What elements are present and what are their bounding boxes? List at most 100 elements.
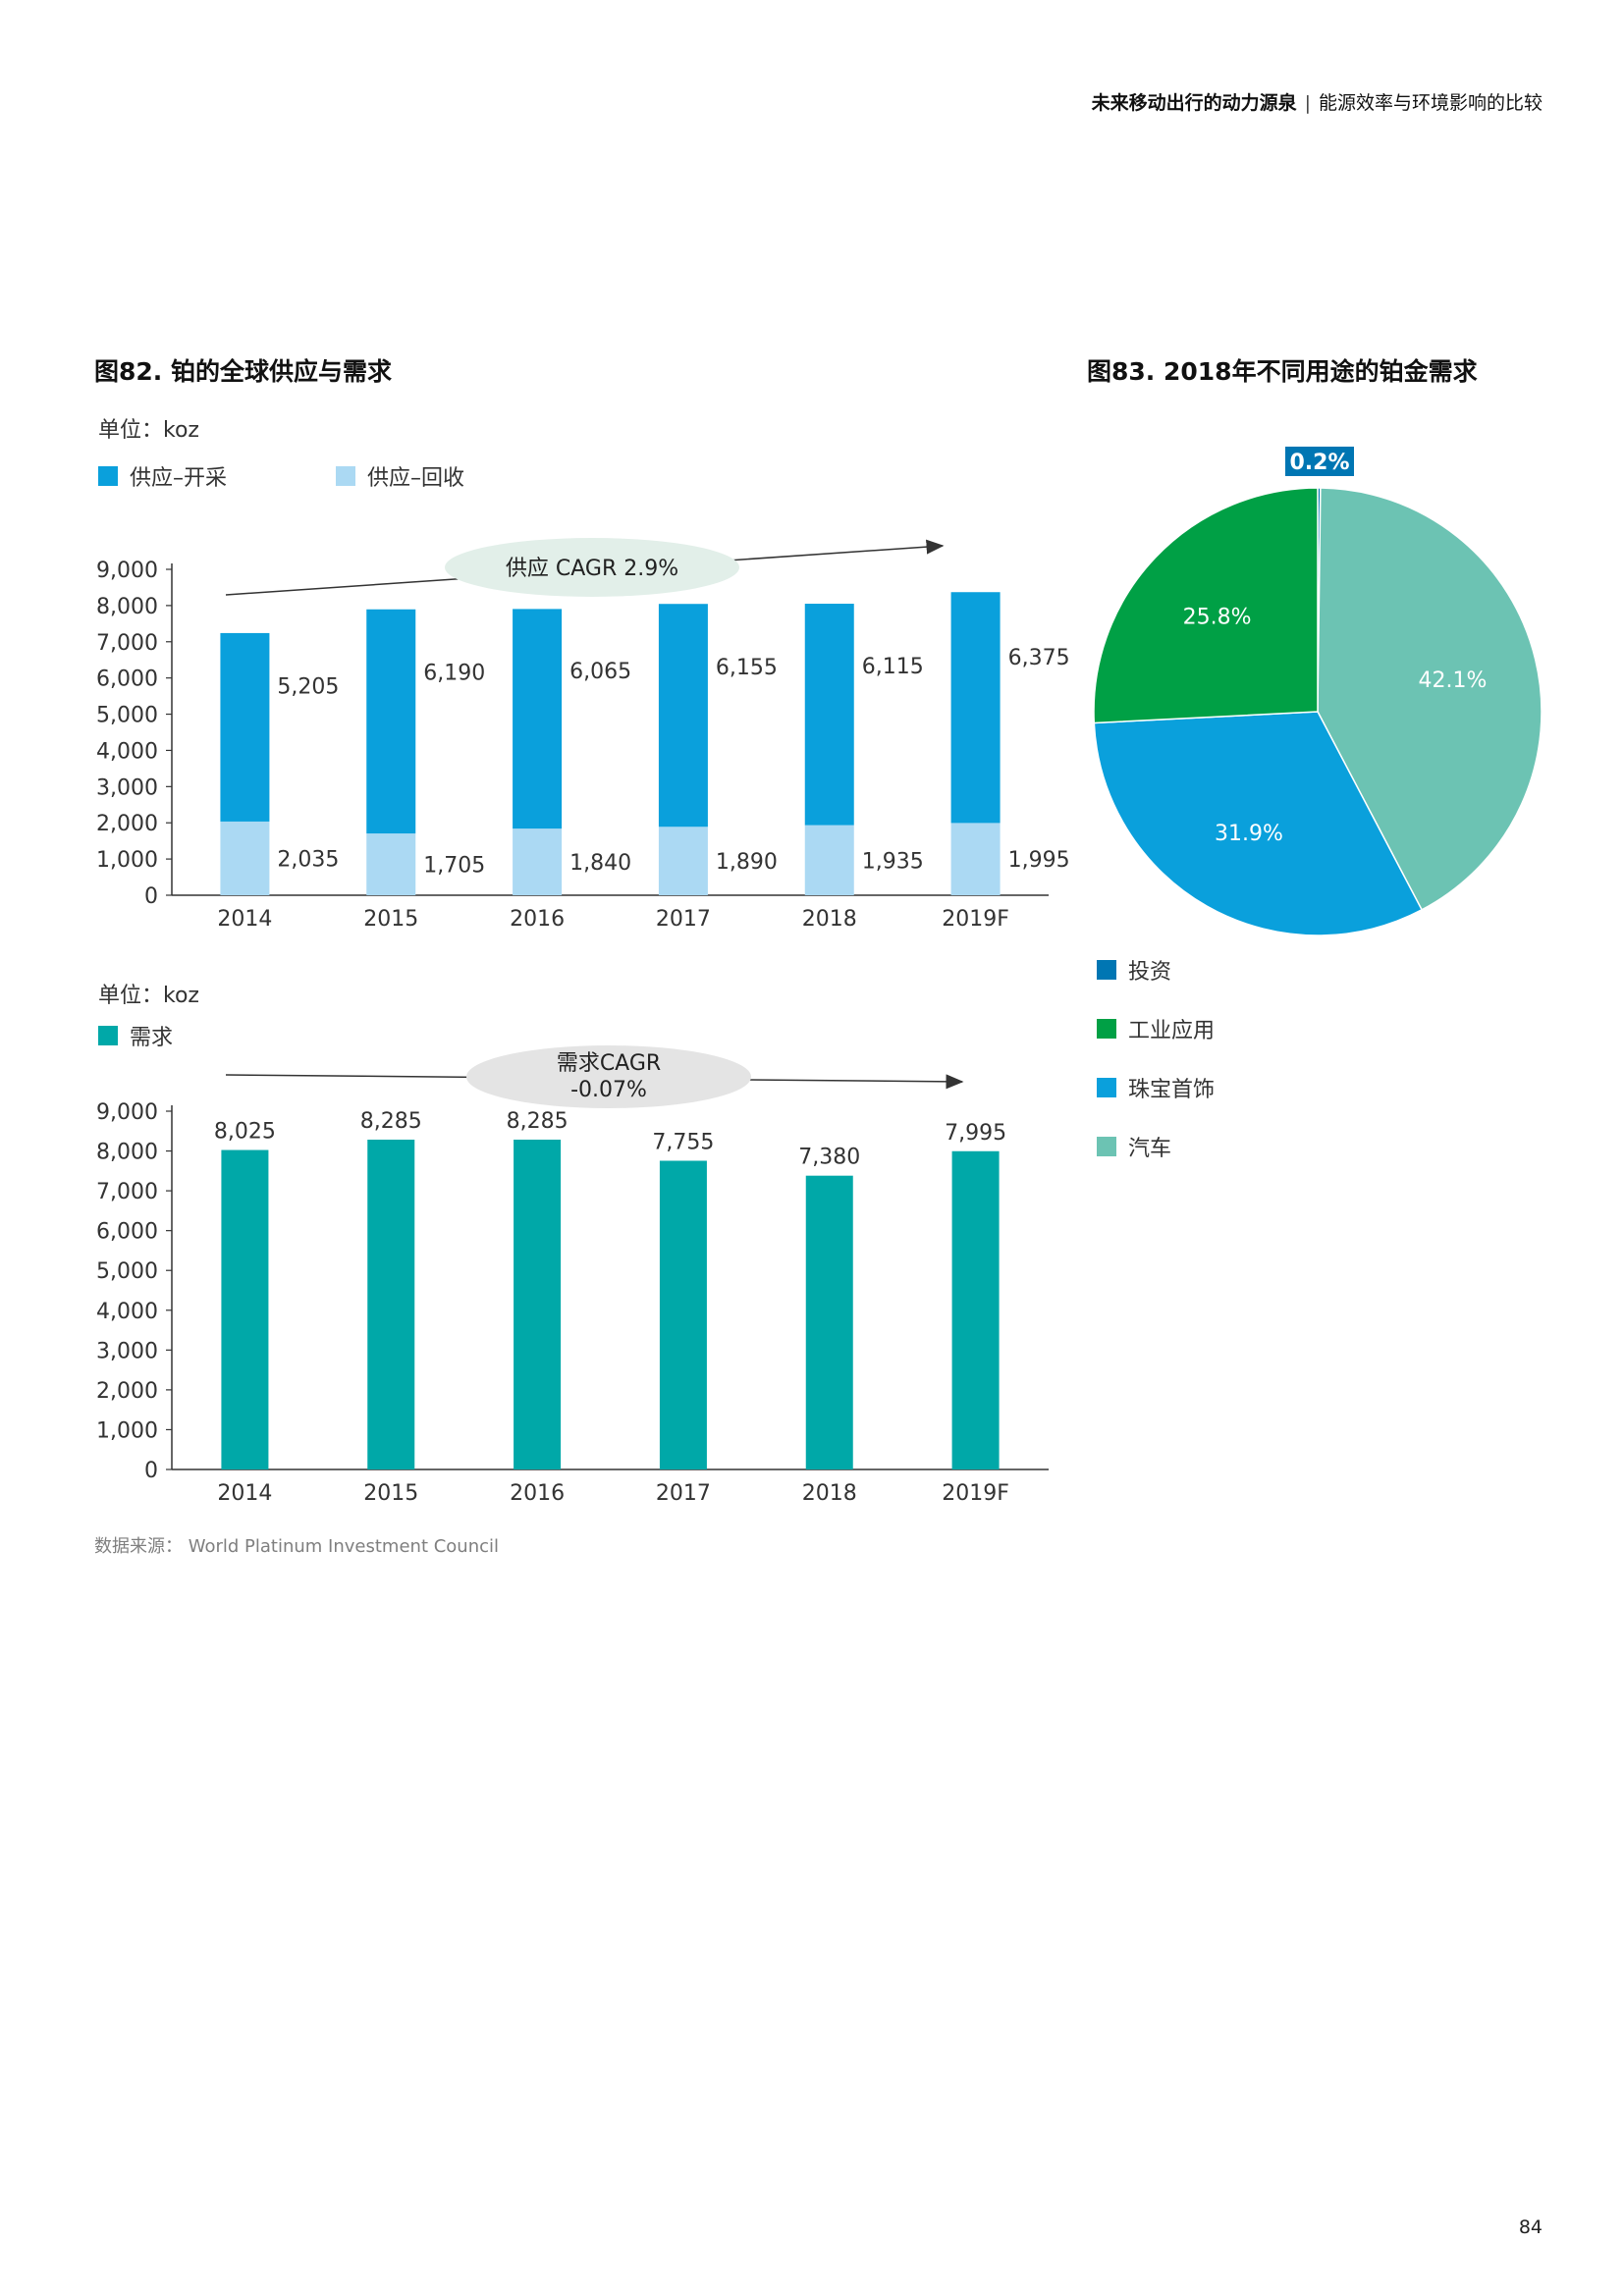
supply-y-tick-label: 5,000 bbox=[96, 704, 158, 728]
pie-legend-label: 汽车 bbox=[1128, 1137, 1172, 1161]
demand-value-label: 8,285 bbox=[507, 1109, 568, 1134]
legend-demand-label: 需求 bbox=[130, 1026, 174, 1050]
supply-cagr-label: 供应 CAGR 2.9% bbox=[506, 557, 678, 581]
legend-recycle-label: 供应–回收 bbox=[367, 466, 465, 491]
demand-x-tick-label: 2019F bbox=[942, 1481, 1009, 1506]
pie-legend-swatch bbox=[1097, 1137, 1116, 1156]
pie-legend-item: 投资 bbox=[1097, 954, 1215, 986]
demand-y-tick-label: 7,000 bbox=[96, 1180, 158, 1204]
supply-bar-recycle bbox=[658, 827, 708, 895]
supply-bar-mining bbox=[366, 609, 416, 834]
supply-y-tick-label: 4,000 bbox=[96, 739, 158, 764]
supply-label-recycle: 1,935 bbox=[862, 849, 924, 874]
demand-value-label: 7,755 bbox=[652, 1130, 714, 1154]
demand-y-tick-label: 5,000 bbox=[96, 1259, 158, 1284]
demand-value-label: 8,285 bbox=[360, 1109, 422, 1134]
supply-x-tick-label: 2015 bbox=[363, 907, 418, 932]
demand-y-tick-label: 8,000 bbox=[96, 1141, 158, 1165]
running-header: 未来移动出行的动力源泉 | 能源效率与环境影响的比较 bbox=[1092, 88, 1543, 115]
pie-slice-label: 25.8% bbox=[1183, 606, 1252, 630]
supply-label-mining: 5,205 bbox=[277, 675, 339, 700]
pie-legend-label: 珠宝首饰 bbox=[1128, 1078, 1216, 1102]
demand-value-label: 8,025 bbox=[214, 1120, 276, 1145]
supply-y-tick-label: 0 bbox=[144, 884, 158, 909]
supply-bar-recycle bbox=[804, 825, 854, 895]
demand-x-tick-label: 2016 bbox=[510, 1481, 565, 1506]
demand-x-tick-label: 2015 bbox=[363, 1481, 418, 1506]
supply-label-recycle: 1,840 bbox=[569, 851, 631, 876]
data-source: 数据来源： World Platinum Investment Council bbox=[94, 1536, 500, 1557]
demand-x-tick-label: 2017 bbox=[656, 1481, 711, 1506]
legend-mining-label: 供应–开采 bbox=[130, 466, 228, 491]
pie-slice-label: 0.2% bbox=[1289, 451, 1349, 475]
page-number: 84 bbox=[1518, 2216, 1543, 2238]
header-separator: | bbox=[1304, 92, 1311, 114]
legend-recycle-swatch bbox=[336, 466, 355, 486]
supply-y-tick-label: 3,000 bbox=[96, 775, 158, 800]
supply-y-tick-label: 8,000 bbox=[96, 595, 158, 619]
demand-unit-label: 单位：koz bbox=[98, 984, 199, 1008]
supply-unit-label: 单位：koz bbox=[98, 418, 199, 443]
demand-bar bbox=[805, 1175, 853, 1469]
supply-label-mining: 6,190 bbox=[423, 662, 485, 686]
header-subtitle: 能源效率与环境影响的比较 bbox=[1318, 92, 1543, 114]
fig82-title: 图82. 铂的全球供应与需求 bbox=[94, 357, 392, 386]
supply-label-mining: 6,155 bbox=[716, 656, 778, 680]
supply-bar-mining bbox=[950, 592, 1001, 824]
supply-bar-recycle bbox=[513, 828, 563, 895]
demand-x-tick-label: 2018 bbox=[802, 1481, 857, 1506]
usage-pie-chart: 0.2% 42.1% 31.9% 25.8% bbox=[1093, 447, 1543, 936]
supply-bar-mining bbox=[513, 609, 563, 829]
pie-slice bbox=[1317, 487, 1543, 911]
demand-x-tick-label: 2014 bbox=[217, 1481, 272, 1506]
demand-value-label: 7,380 bbox=[798, 1146, 860, 1170]
supply-bar-mining bbox=[658, 604, 708, 828]
legend-recycle: 供应–回收 bbox=[336, 460, 464, 492]
legend-demand: 需求 bbox=[98, 1020, 173, 1051]
demand-y-tick-label: 2,000 bbox=[96, 1379, 158, 1404]
supply-x-tick-label: 2016 bbox=[510, 907, 565, 932]
pie-legend: 投资工业应用珠宝首饰汽车 bbox=[1097, 954, 1215, 1190]
supply-y-tick-label: 1,000 bbox=[96, 848, 158, 873]
demand-bar bbox=[951, 1150, 1000, 1469]
supply-stacked-bar-chart: 供应 CAGR 2.9% 0 1,000 2,000 3,000 4,000 5,000 6… bbox=[96, 538, 1070, 932]
pie-legend-label: 投资 bbox=[1128, 960, 1172, 985]
demand-bar bbox=[221, 1149, 269, 1469]
demand-y-tick-label: 6,000 bbox=[96, 1220, 158, 1245]
legend-demand-swatch bbox=[98, 1026, 118, 1045]
supply-x-tick-label: 2018 bbox=[802, 907, 857, 932]
pie-slice-label: 31.9% bbox=[1215, 822, 1283, 846]
supply-label-recycle: 2,035 bbox=[277, 847, 339, 872]
demand-cagr-label-line1: 需求CAGR bbox=[557, 1051, 661, 1076]
pie-slice bbox=[1093, 487, 1319, 724]
supply-label-recycle: 1,705 bbox=[423, 854, 485, 879]
pie-legend-item: 工业应用 bbox=[1097, 1013, 1215, 1044]
supply-x-tick-label: 2019F bbox=[942, 907, 1009, 932]
supply-label-recycle: 1,890 bbox=[716, 850, 778, 875]
supply-y-tick-label: 6,000 bbox=[96, 667, 158, 692]
supply-bar-mining bbox=[220, 632, 270, 822]
demand-y-tick-label: 4,000 bbox=[96, 1300, 158, 1324]
supply-bar-recycle bbox=[366, 833, 416, 895]
supply-y-tick-label: 2,000 bbox=[96, 812, 158, 836]
demand-bar bbox=[659, 1160, 707, 1469]
demand-bar-chart: 需求CAGR -0.07% 0 1,000 2,000 3,000 4,000 5,000… bbox=[96, 1045, 1049, 1506]
supply-label-mining: 6,115 bbox=[862, 655, 924, 679]
supply-bar-mining bbox=[804, 604, 854, 826]
supply-bar-recycle bbox=[950, 823, 1001, 895]
legend-mining: 供应–开采 bbox=[98, 460, 227, 492]
demand-bar bbox=[367, 1139, 415, 1469]
supply-y-tick-label: 9,000 bbox=[96, 559, 158, 583]
supply-label-mining: 6,375 bbox=[1008, 646, 1070, 670]
pie-legend-item: 汽车 bbox=[1097, 1131, 1215, 1162]
supply-bar-recycle bbox=[220, 821, 270, 895]
demand-y-tick-label: 0 bbox=[144, 1459, 158, 1483]
pie-legend-item: 珠宝首饰 bbox=[1097, 1072, 1215, 1103]
supply-label-recycle: 1,995 bbox=[1008, 848, 1070, 873]
demand-bar bbox=[514, 1139, 562, 1469]
supply-label-mining: 6,065 bbox=[569, 660, 631, 684]
pie-label-box bbox=[1285, 447, 1354, 476]
pie-legend-swatch bbox=[1097, 960, 1116, 980]
demand-cagr-label-line2: -0.07% bbox=[570, 1078, 647, 1102]
supply-x-tick-label: 2014 bbox=[217, 907, 272, 932]
